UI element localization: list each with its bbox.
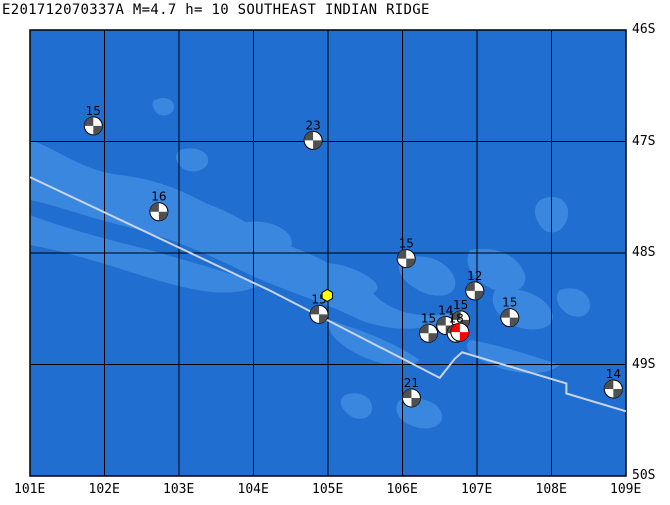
beachball-compression-quadrant <box>450 323 460 333</box>
longitude-tick-label: 103E <box>163 482 195 497</box>
beachball-compression-quadrant <box>451 310 461 320</box>
map-title: E201712070337A M=4.7 h= 10 SOUTHEAST IND… <box>2 2 430 18</box>
depth-label: 15 <box>86 104 101 118</box>
depth-label: 16 <box>151 190 166 204</box>
beachball-compression-quadrant <box>465 281 475 291</box>
latitude-tick-label: 49S <box>632 356 656 372</box>
depth-label: 14 <box>438 303 453 317</box>
beachball-compression-quadrant <box>411 397 421 407</box>
beachball-compression-quadrant <box>149 202 159 212</box>
ridge-line <box>30 176 626 413</box>
depth-label: 14 <box>606 367 621 381</box>
latitude-tick-label: 47S <box>632 133 656 149</box>
depth-label: 12 <box>467 269 482 283</box>
epicenter-marker <box>321 288 333 302</box>
focal-mechanism[interactable]: 23 <box>303 118 323 150</box>
beachball-compression-quadrant <box>319 314 329 324</box>
longitude-tick-label: 109E <box>610 482 642 497</box>
beachball-compression-quadrant <box>500 308 510 318</box>
focal-mechanism[interactable]: 16 <box>149 190 169 222</box>
depth-label: 15 <box>502 296 517 310</box>
longitude-tick-label: 101E <box>14 482 46 497</box>
beachball-compression-quadrant <box>419 324 429 334</box>
beachball-compression-quadrant <box>304 131 314 141</box>
beachball-compression-quadrant <box>509 317 519 327</box>
longitude-tick-label: 102E <box>88 482 120 497</box>
focal-mechanism[interactable]: 12 <box>465 269 485 301</box>
depth-label: 21 <box>404 376 419 390</box>
focal-mechanism[interactable]: 14 <box>603 367 623 399</box>
latitude-tick-label: 48S <box>632 245 656 260</box>
depth-label: 18 <box>448 311 463 325</box>
latitude-tick-label: 50S <box>632 468 656 483</box>
beachball-compression-quadrant <box>474 290 484 300</box>
bathymetry-layer <box>30 97 590 429</box>
focal-mechanism[interactable] <box>450 322 470 342</box>
depth-label: 15 <box>453 298 468 312</box>
beachball-compression-quadrant <box>604 380 614 390</box>
depth-label: 23 <box>305 118 320 132</box>
beachball-compression-quadrant <box>402 388 412 398</box>
beachball-compression-quadrant <box>397 249 407 259</box>
focal-mechanism[interactable]: 15 <box>396 237 416 269</box>
map-frame <box>29 29 627 477</box>
beachball-compression-quadrant <box>158 211 168 221</box>
focal-mechanism[interactable]: 21 <box>401 376 421 408</box>
longitude-tick-label: 106E <box>386 482 418 497</box>
focal-mechanism[interactable]: 15 <box>419 311 439 343</box>
depth-label: 15 <box>421 311 436 325</box>
focal-mechanism[interactable]: 15 <box>83 104 103 136</box>
latitude-tick-label: 46S <box>632 22 656 37</box>
beachball-compression-quadrant <box>93 125 103 135</box>
depth-label: 15 <box>399 237 414 251</box>
longitude-tick-label: 108E <box>535 482 567 497</box>
beachball-compression-quadrant <box>459 332 469 342</box>
beachball-compression-quadrant <box>406 258 416 268</box>
longitude-tick-label: 107E <box>461 482 493 497</box>
beachball-compression-quadrant <box>313 140 323 150</box>
focal-mechanism[interactable]: 15 <box>500 296 520 328</box>
beachball-compression-quadrant <box>428 333 438 343</box>
beachball-compression-quadrant <box>84 116 94 126</box>
longitude-tick-label: 105E <box>312 482 344 497</box>
beachball-compression-quadrant <box>613 389 623 399</box>
beachball-compression-quadrant <box>436 316 446 326</box>
beachball-compression-quadrant <box>310 305 320 315</box>
longitude-tick-label: 104E <box>237 482 269 497</box>
